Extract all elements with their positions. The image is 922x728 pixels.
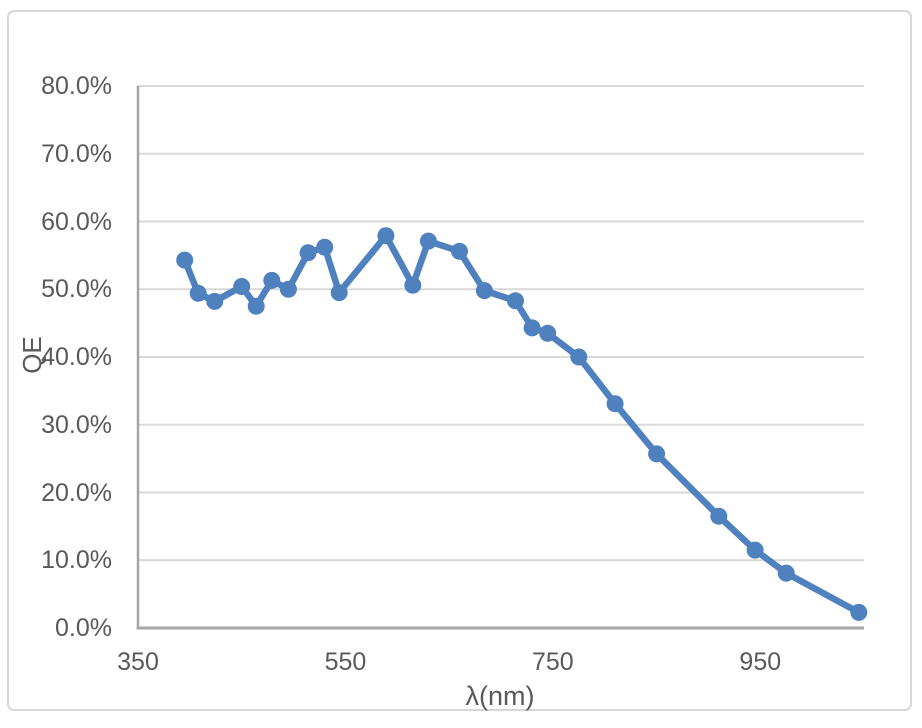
qe-data-point xyxy=(299,244,317,262)
qe-data-point xyxy=(247,297,265,315)
qe-data-point xyxy=(539,324,557,342)
qe-data-point xyxy=(850,603,868,621)
qe-data-point xyxy=(606,395,624,413)
qe-data-point xyxy=(523,319,541,337)
qe-data-point xyxy=(507,292,524,310)
qe-data-point xyxy=(316,238,334,256)
qe-data-point xyxy=(451,242,468,260)
qe-data-point xyxy=(648,445,666,463)
qe-data-point xyxy=(475,282,493,300)
chart-area-border xyxy=(7,10,912,711)
qe-data-point xyxy=(330,284,348,302)
qe-data-point xyxy=(570,348,588,366)
qe-data-point xyxy=(746,541,764,559)
qe-data-point xyxy=(777,564,795,582)
qe-data-point xyxy=(263,271,281,289)
qe-data-point xyxy=(377,227,395,245)
qe-data-point xyxy=(233,278,251,295)
qe-data-point xyxy=(419,232,437,250)
qe-data-point xyxy=(710,507,728,525)
qe-data-point xyxy=(189,284,207,302)
qe-data-point xyxy=(206,292,224,310)
qe-data-point xyxy=(279,280,297,298)
qe-data-point xyxy=(176,251,194,269)
qe-data-point xyxy=(404,276,422,294)
